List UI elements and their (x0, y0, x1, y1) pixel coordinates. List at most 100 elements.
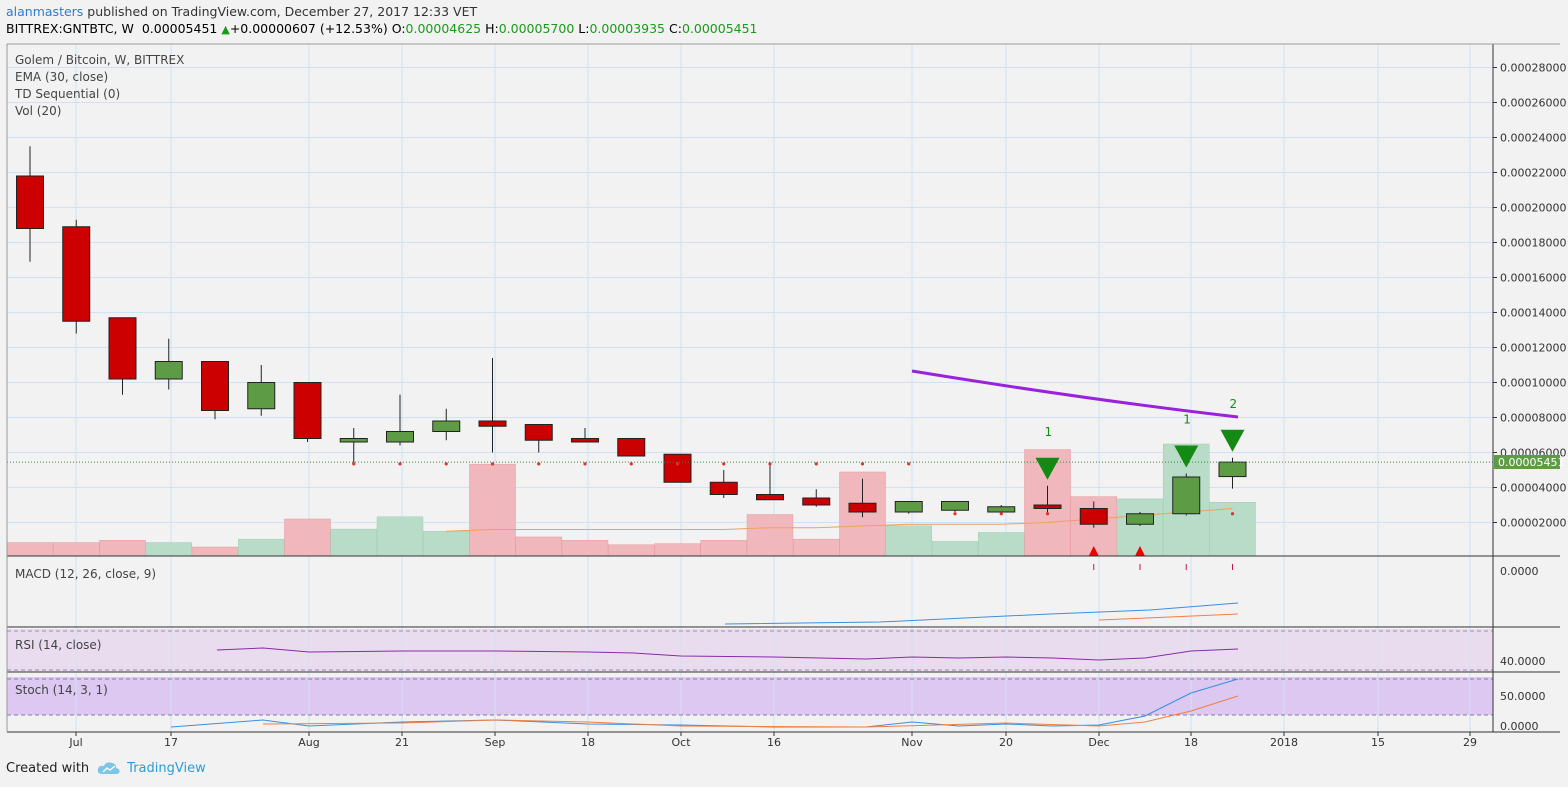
candle-body (478, 420, 507, 427)
stoch-axis-label-50: 50.0000 (1500, 690, 1546, 703)
volume-bar (885, 525, 932, 557)
td-count-label: 1 (1183, 413, 1191, 427)
chart-title[interactable]: Golem / Bitcoin, W, BITTREX (15, 53, 184, 67)
time-tick-label: 18 (581, 736, 595, 749)
candle-body (1172, 476, 1201, 515)
tradingview-link[interactable]: TradingView (127, 761, 206, 776)
price-tick-label: 0.00008000 (1500, 412, 1566, 425)
price-tick-label: 0.00002000 (1500, 517, 1566, 530)
ohlc-line: BITTREX:GNTBTC, W 0.00005451 ▲+0.0000060… (6, 21, 758, 36)
overlays: 1 1 2 (7, 369, 1493, 728)
candles (16, 146, 1247, 528)
time-tick-label: Aug (298, 736, 319, 749)
rsi-band (7, 629, 1493, 672)
low-value: 0.00003935 (589, 21, 666, 36)
volume-bar (376, 516, 424, 557)
candle-body (802, 497, 831, 506)
symbol-label: BITTREX:GNTBTC, W (6, 21, 134, 36)
price-tick-label: 0.00028000 (1500, 62, 1566, 75)
time-tick-label: Nov (901, 736, 923, 749)
price-tick-label: 0.00022000 (1500, 167, 1566, 180)
volume-bar (1209, 501, 1256, 557)
publish-info: alanmasters published on TradingView.com… (6, 4, 477, 19)
td-dot (583, 462, 587, 466)
td-dot (907, 462, 911, 466)
time-tick-label: Dec (1088, 736, 1109, 749)
last-price-badge (1494, 455, 1560, 469)
volume-bar (191, 546, 239, 557)
grid (7, 44, 1493, 732)
candle-body (339, 438, 368, 443)
volume-bar (145, 542, 192, 557)
td-count-label: 2 (1230, 397, 1238, 411)
footer: Created with TradingView (6, 761, 206, 779)
volume-bar (515, 536, 562, 557)
volume-bar (469, 463, 516, 557)
volume-bar (284, 518, 331, 557)
candle-body (1218, 461, 1247, 478)
price-tick-label: 0.00026000 (1500, 97, 1566, 110)
td-dot (352, 462, 356, 466)
td-buy-triangle (1088, 546, 1099, 556)
volume-bar (53, 542, 100, 557)
main-pane[interactable] (7, 44, 1493, 556)
td-count-label: 1 (1045, 425, 1053, 439)
rsi-line (216, 647, 1239, 661)
volume-bar (561, 540, 609, 557)
candle-body (1079, 508, 1108, 525)
rsi-label[interactable]: RSI (14, close) (15, 638, 101, 652)
time-tick-label: 29 (1463, 736, 1477, 749)
td-sell-arrow (1220, 429, 1245, 452)
candle-body (1126, 513, 1154, 525)
price-axis[interactable]: 0.00028000 0.00026000 0.00024000 0.00022000… (1493, 62, 1566, 530)
td-dot (722, 462, 726, 466)
td-dot (768, 462, 772, 466)
candle-body (1033, 504, 1062, 509)
volume-bar (608, 544, 655, 557)
candle-body (756, 494, 784, 501)
candle-body (987, 506, 1016, 513)
td-dot (444, 462, 448, 466)
time-tick-label: 21 (395, 736, 409, 749)
trendline (911, 369, 1239, 419)
candle-body (247, 382, 276, 410)
author-link[interactable]: alanmasters (6, 4, 84, 19)
candle-body (154, 361, 183, 380)
price-tick-label: 0.00012000 (1500, 342, 1566, 355)
candle-body (16, 175, 44, 229)
time-tick-label: 20 (999, 736, 1013, 749)
legend-td[interactable]: TD Sequential (0) (14, 87, 120, 101)
last-price: 0.00005451 (141, 21, 218, 36)
legend-vol[interactable]: Vol (20) (15, 104, 61, 118)
tradingview-cloud-icon (97, 761, 121, 779)
price-tick-label: 0.00018000 (1500, 237, 1566, 250)
time-tick-label: 15 (1371, 736, 1385, 749)
stoch-label[interactable]: Stoch (14, 3, 1) (15, 683, 108, 697)
time-axis[interactable]: Jul 17 Aug 21 Sep 18 Oct 16 Nov 20 Dec 18 2018 15 29 (68, 732, 1477, 749)
candle-body (709, 481, 738, 495)
macd-axis-label: 0.0000 (1500, 565, 1539, 578)
candle-body (201, 361, 229, 411)
time-tick-label: Oct (671, 736, 691, 749)
time-tick-label: 2018 (1270, 736, 1298, 749)
legend-ema[interactable]: EMA (30, close) (15, 70, 108, 84)
volume-bar (978, 532, 1025, 557)
macd-signal (1098, 613, 1239, 621)
price-tick-label: 0.00014000 (1500, 307, 1566, 320)
candle-body (571, 438, 599, 443)
time-tick-label: Sep (485, 736, 506, 749)
price-tick-label: 0.00004000 (1500, 482, 1566, 495)
macd-label[interactable]: MACD (12, 26, close, 9) (15, 567, 156, 581)
td-dot (490, 462, 495, 466)
td-dot (814, 462, 818, 466)
close-value: 0.00005451 (681, 21, 758, 36)
td-buy-triangle (1135, 546, 1145, 556)
volume-bar (330, 528, 377, 557)
candle-body (62, 226, 91, 322)
price-tick-label: 0.00024000 (1500, 132, 1566, 145)
time-tick-label: Jul (68, 736, 82, 749)
candle-body (108, 317, 137, 380)
candle-body (941, 501, 969, 511)
candle-body (663, 453, 692, 483)
